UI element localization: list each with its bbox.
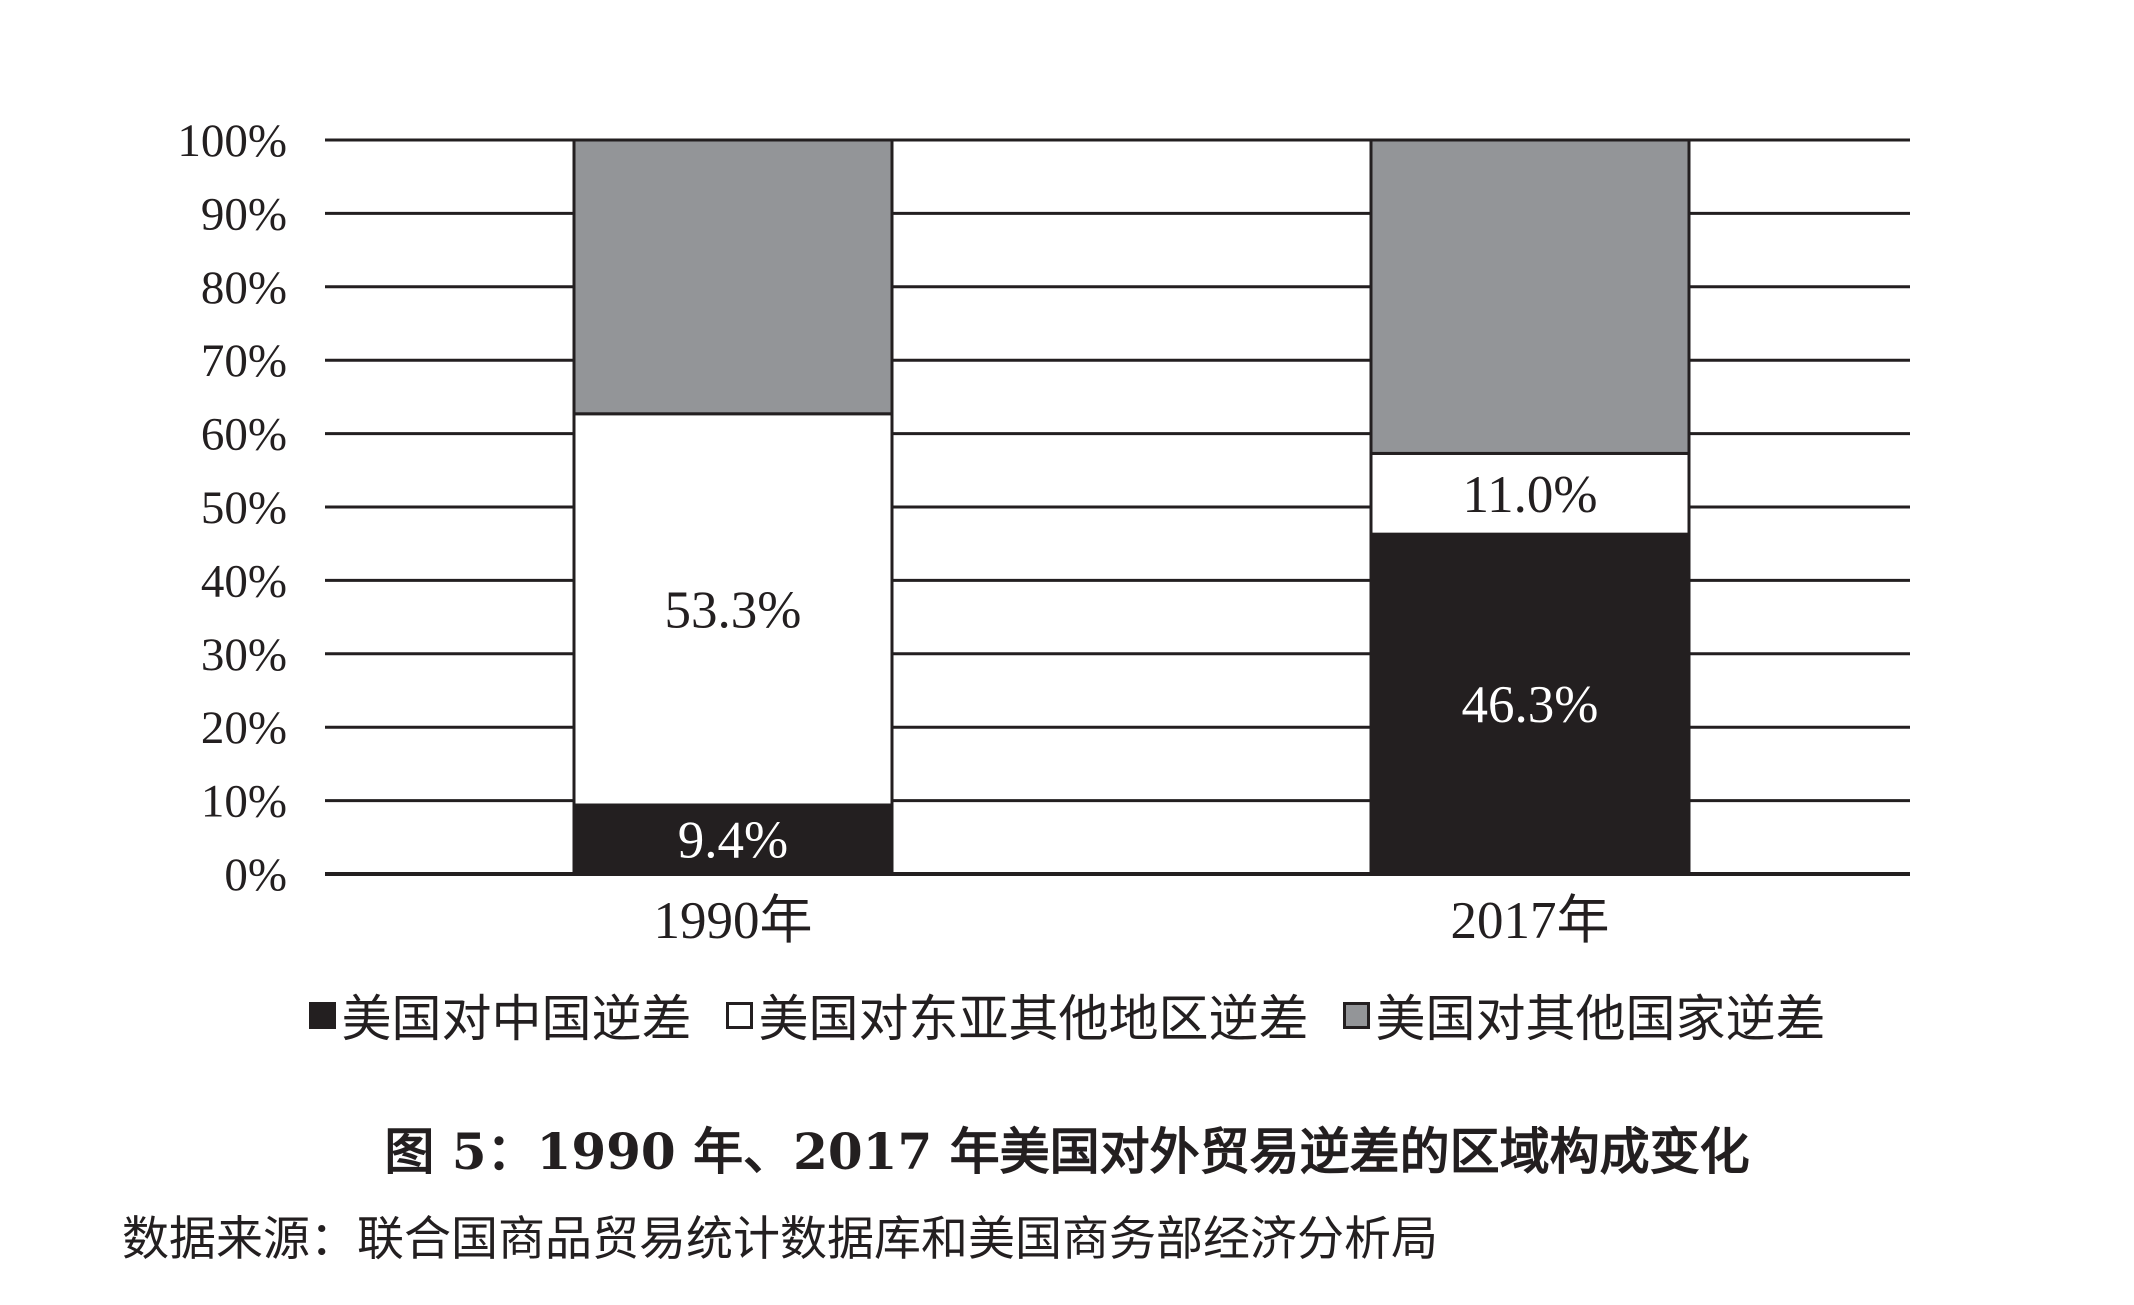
figure-caption: 图 5：1990 年、2017 年美国对外贸易逆差的区域构成变化: [384, 1122, 1750, 1181]
x-category-label: 2017年: [1451, 892, 1610, 950]
y-tick-label: 50%: [201, 482, 287, 534]
legend-swatch-east-asia: [725, 1001, 753, 1029]
data-label: 11.0%: [1463, 466, 1598, 524]
legend-item-east-asia: 美国对东亚其他地区逆差: [725, 979, 1309, 1051]
y-tick-label: 20%: [201, 702, 287, 754]
y-tick-label: 0%: [224, 849, 287, 901]
data-label: 9.4%: [678, 812, 788, 870]
bar-segment: [572, 138, 894, 416]
y-tick-label: 100%: [177, 115, 287, 167]
legend-label-other-countries: 美国对其他国家逆差: [1375, 990, 1826, 1048]
x-axis-categories: 1990年 2017年: [654, 892, 1610, 950]
legend-swatch-china: [308, 1001, 336, 1029]
data-source-note: 数据来源：联合国商品贸易统计数据库和美国商务部经济分析局: [122, 1212, 1438, 1267]
y-tick-label: 40%: [201, 555, 287, 607]
legend-label-china: 美国对中国逆差: [341, 990, 692, 1048]
y-tick-label: 10%: [201, 776, 287, 828]
legend: 美国对中国逆差 美国对东亚其他地区逆差 美国对其他国家逆差: [0, 975, 2134, 1055]
legend-label-east-asia: 美国对东亚其他地区逆差: [758, 990, 1309, 1048]
bar-segment: [572, 803, 894, 876]
bar-segment: [1369, 138, 1691, 455]
bar-segment: [572, 412, 894, 807]
data-label: 53.3%: [665, 581, 802, 639]
legend-item-china: 美国对中国逆差: [308, 979, 692, 1051]
y-tick-label: 60%: [201, 409, 287, 461]
legend-item-other-countries: 美国对其他国家逆差: [1342, 979, 1826, 1051]
x-category-label: 1990年: [654, 892, 813, 950]
bars: 9.4% 53.3% 46.3% 11.0%: [572, 138, 1691, 876]
legend-swatch-other-countries: [1342, 1001, 1370, 1029]
y-tick-label: 90%: [201, 188, 287, 240]
y-tick-label: 80%: [201, 262, 287, 314]
y-tick-label: 70%: [201, 335, 287, 387]
y-tick-label: 30%: [201, 629, 287, 681]
bar-segment: [1369, 532, 1691, 876]
data-label: 46.3%: [1462, 676, 1599, 734]
bar-segment: [1369, 451, 1691, 536]
stacked-bar-chart: 0% 10% 20% 30% 40% 50% 60% 70% 80% 90% 100% 9.4% 53…: [177, 115, 1910, 950]
y-axis-ticks: 0% 10% 20% 30% 40% 50% 60% 70% 80% 90% 100%: [177, 115, 287, 901]
